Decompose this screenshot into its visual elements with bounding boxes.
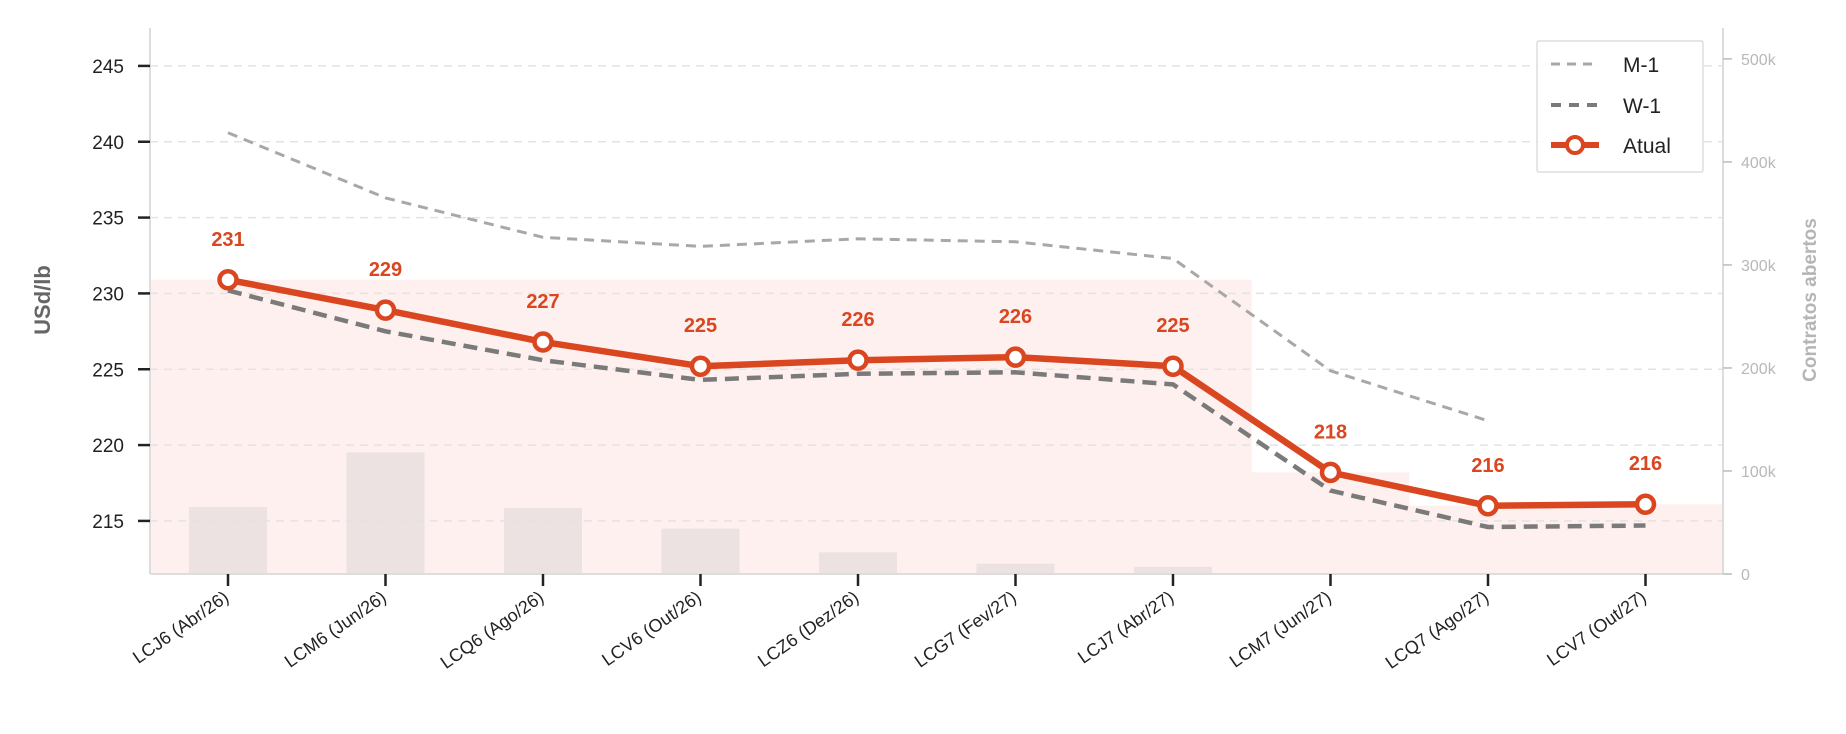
data-label-lcj7-abr-27: 225	[1156, 315, 1189, 337]
y2-tick-label-5: 500k	[1741, 52, 1777, 69]
marker-atual-lcv7-out-27	[1634, 493, 1657, 515]
series-line-w-1	[227, 288, 1646, 530]
y-tick-label-235: 235	[92, 209, 124, 230]
y-tick-label-230: 230	[92, 284, 124, 305]
legend: M-1 W-1 Atual	[1536, 40, 1704, 173]
y-tick-label-225: 225	[92, 360, 124, 381]
data-labels: 231 229 227 225 226 226 225 218 216 216	[211, 229, 1662, 477]
data-label-lcg7-fev-27: 226	[999, 306, 1032, 328]
legend-marker-atual	[1565, 135, 1585, 155]
x-tick-label-lcm6-jun-26: LCM6 (Jun/26)	[281, 587, 390, 672]
x-tick-label-lcv7-out-27: LCV7 (Out/27)	[1543, 587, 1650, 670]
open-interest-bars	[189, 452, 1212, 574]
price-band-area	[150, 279, 1723, 574]
data-label-lcv6-out-26: 225	[684, 315, 717, 337]
data-label-lcm6-jun-26: 229	[369, 259, 402, 281]
y2-tick-label-3: 300k	[1741, 258, 1777, 275]
x-tick-label-lcq6-ago-26: LCQ6 (Ago/26)	[437, 587, 548, 673]
x-tick-label-lcv6-out-26: LCV6 (Out/26)	[598, 587, 705, 670]
series-line-m-1	[227, 131, 1489, 423]
open-interest-bar-lcj6-abr-26	[189, 507, 267, 574]
x-tick-label-lcq7-ago-27: LCQ7 (Ago/27)	[1382, 587, 1493, 673]
marker-atual-lcq7-ago-27	[1477, 495, 1499, 517]
open-interest-bar-lcq6-ago-26	[504, 508, 582, 574]
legend-label-w1: W-1	[1623, 95, 1661, 118]
y2-tick-label-2: 200k	[1741, 361, 1777, 378]
x-tick-label-lcz6-dez-26: LCZ6 (Dez/26)	[754, 587, 862, 671]
marker-atual-lcj6-abr-26	[217, 269, 239, 291]
y2-axis-label: Contratos abertos	[1800, 218, 1821, 382]
data-label-lcv7-out-27: 216	[1629, 453, 1662, 475]
open-interest-bar-lcm6-jun-26	[346, 452, 425, 574]
x-tick-label-lcj6-abr-26: LCJ6 (Abr/26)	[129, 587, 232, 668]
y2-tick-label-1: 100k	[1741, 464, 1777, 481]
marker-atual-lcg7-fev-27	[1004, 346, 1027, 368]
series-lines	[217, 131, 1657, 530]
legend-frame	[1536, 40, 1704, 173]
data-label-lcq6-ago-26: 227	[526, 291, 559, 313]
y2-tick-label-4: 400k	[1741, 155, 1777, 172]
data-label-lcz6-dez-26: 226	[841, 309, 874, 331]
marker-atual-lcv6-out-26	[689, 355, 712, 377]
x-tick-label-lcm7-jun-27: LCM7 (Jun/27)	[1226, 587, 1335, 672]
data-label-lcm7-jun-27: 218	[1314, 421, 1347, 443]
y-tick-label-220: 220	[92, 436, 124, 457]
y2-tick-label-0: 0	[1741, 567, 1750, 584]
y-tick-label-245: 245	[92, 57, 124, 78]
marker-atual-lcz6-dez-26	[847, 349, 869, 371]
open-interest-bar-lcv6-out-26	[661, 528, 740, 574]
y-tick-label-240: 240	[92, 133, 124, 154]
data-label-lcj6-abr-26: 231	[211, 229, 244, 251]
marker-atual-lcm6-jun-26	[374, 299, 397, 321]
marker-atual-lcj7-abr-27	[1162, 355, 1184, 377]
y-axis-label: USd/lb	[30, 265, 55, 335]
x-tick-label-lcg7-fev-27: LCG7 (Fev/27)	[911, 587, 1020, 672]
data-label-lcq7-ago-27: 216	[1471, 455, 1504, 477]
open-interest-bar-lcj7-abr-27	[1134, 566, 1212, 574]
marker-atual-lcm7-jun-27	[1319, 461, 1342, 484]
grid-lines	[150, 65, 1723, 522]
open-interest-bar-lcz6-dez-26	[819, 552, 897, 574]
price-band	[150, 279, 1723, 574]
legend-label-atual: Atual	[1623, 135, 1671, 158]
x-tick-label-lcj7-abr-27: LCJ7 (Abr/27)	[1074, 587, 1177, 668]
open-interest-bar-lcg7-fev-27	[976, 563, 1055, 574]
legend-label-m1: M-1	[1623, 54, 1659, 77]
y-tick-label-215: 215	[92, 512, 124, 533]
series-line-atual	[227, 276, 1646, 510]
marker-atual-lcq6-ago-26	[532, 331, 554, 353]
